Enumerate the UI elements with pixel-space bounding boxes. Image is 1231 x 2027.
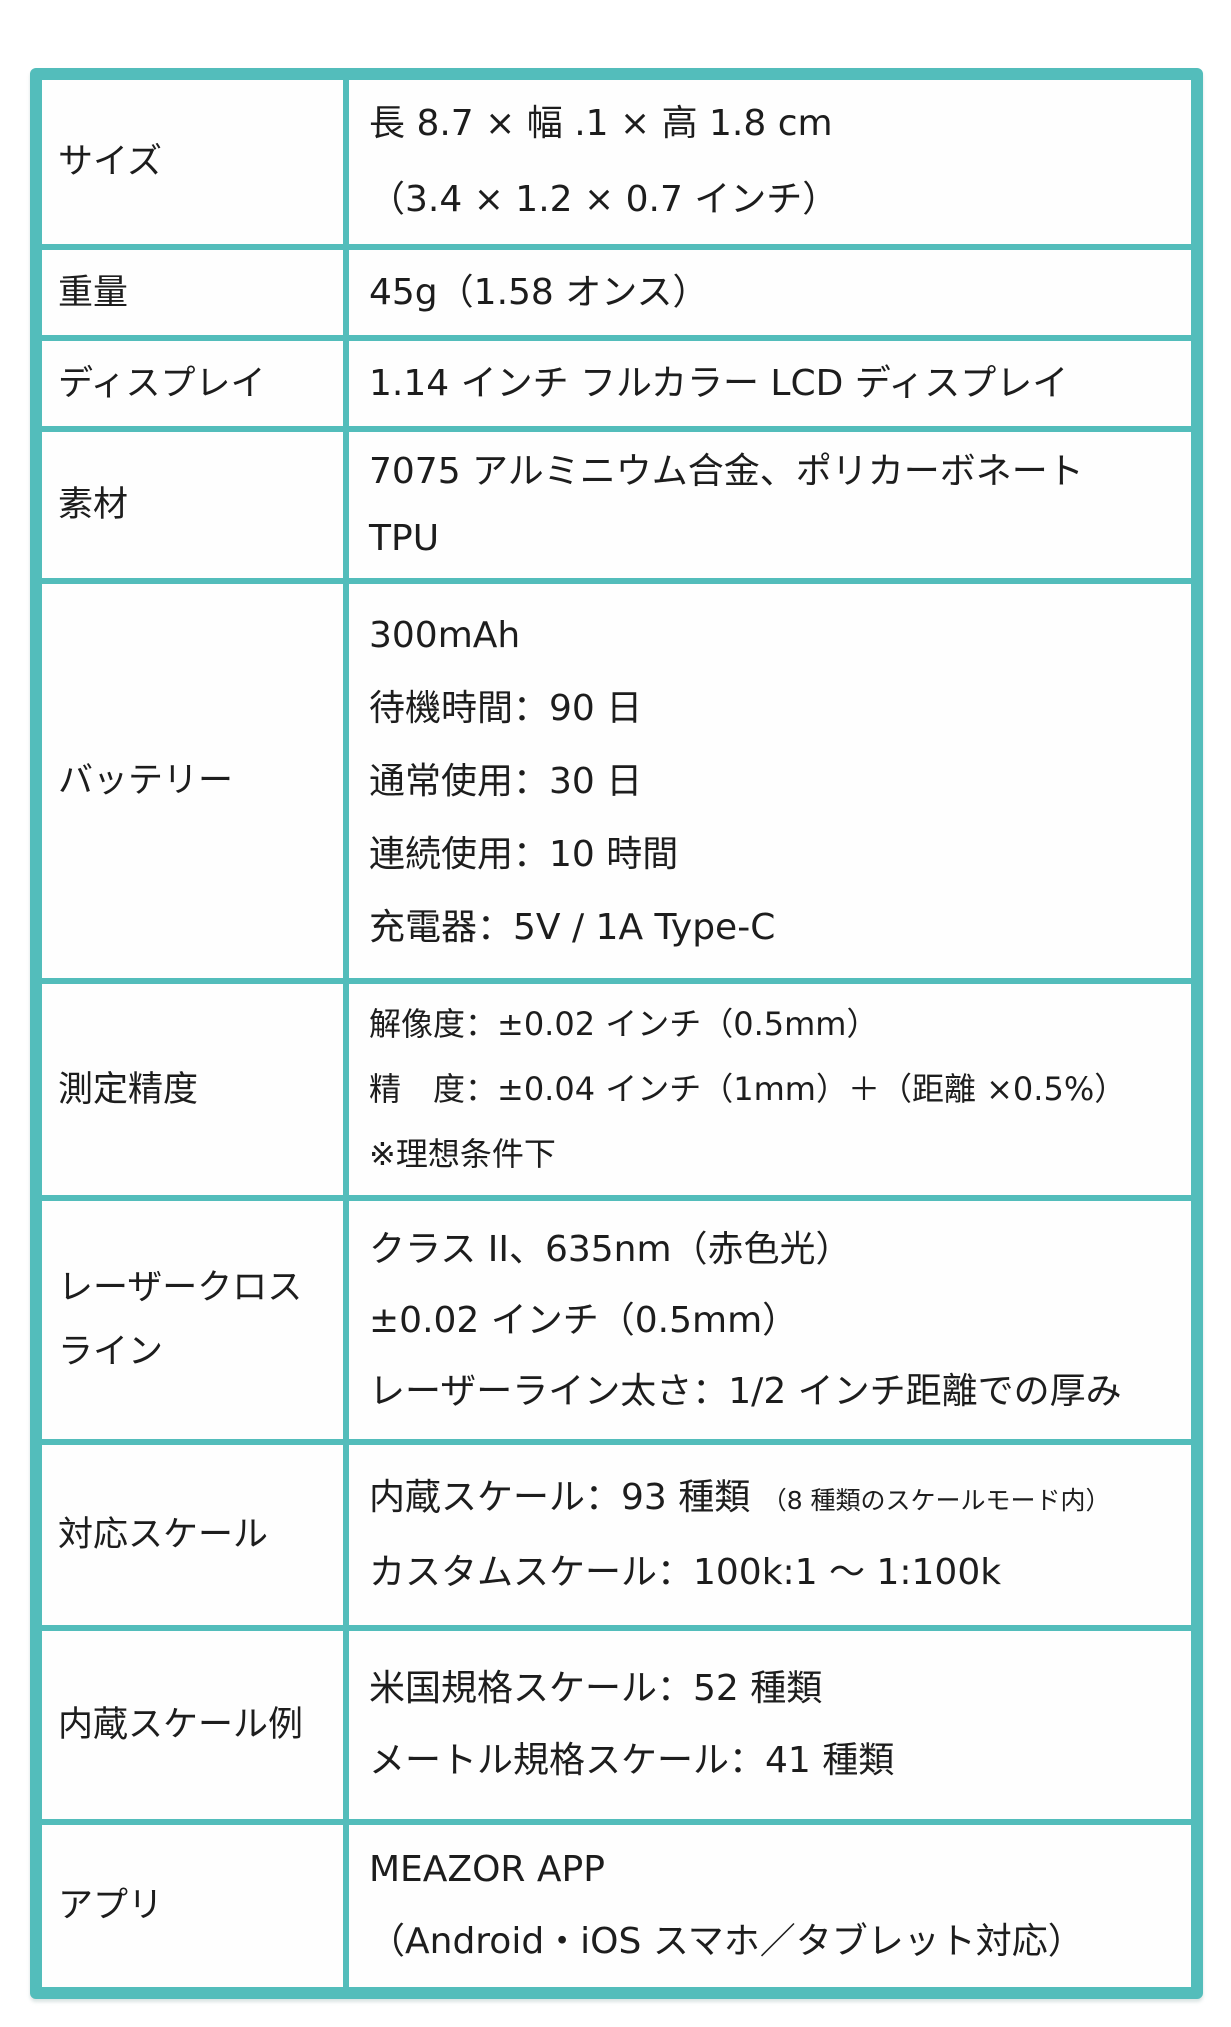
spec-row-laser-crossline: レーザークロス ライン クラス II、635nm（赤色光） ±0.02 インチ（…: [39, 1198, 1194, 1442]
row-value: 7075 アルミニウム合金、ポリカーボネート TPU: [346, 429, 1194, 581]
value-line: （3.4 × 1.2 × 0.7 インチ）: [369, 179, 839, 220]
value-line: 通常使用：30 日: [369, 760, 643, 802]
row-label: アプリ: [39, 1822, 346, 1990]
value-line: カスタムスケール：100k:1 〜 1:100k: [369, 1551, 1002, 1593]
value-line: （Android・iOS スマホ／タブレット対応）: [369, 1921, 1084, 1962]
value-line: 300mAh: [369, 614, 521, 656]
row-label: バッテリー: [39, 581, 346, 981]
value-line-note: （8 種類のスケールモード内）: [761, 1485, 1111, 1515]
row-value: クラス II、635nm（赤色光） ±0.02 インチ（0.5mm） レーザーラ…: [346, 1198, 1194, 1442]
value-line: クラス II、635nm（赤色光）: [369, 1228, 852, 1270]
row-value: 米国規格スケール：52 種類 メートル規格スケール：41 種類: [346, 1628, 1194, 1822]
value-line: 米国規格スケール：52 種類: [369, 1668, 823, 1709]
row-value: MEAZOR APP （Android・iOS スマホ／タブレット対応）: [346, 1822, 1194, 1990]
value-line-main: 内蔵スケール：93 種類: [369, 1476, 762, 1518]
row-value: 45g（1.58 オンス）: [346, 247, 1194, 338]
value-line: 1.14 インチ フルカラー LCD ディスプレイ: [369, 363, 1069, 404]
spec-row-weight: 重量 45g（1.58 オンス）: [39, 247, 1194, 338]
value-line: レーザーライン太さ：1/2 インチ距離での厚み: [369, 1370, 1122, 1412]
value-line: 解像度：±0.02 インチ（0.5mm）: [369, 1005, 879, 1043]
value-line: TPU: [369, 518, 440, 559]
row-label: 素材: [39, 429, 346, 581]
row-value: 内蔵スケール：93 種類 （8 種類のスケールモード内） カスタムスケール：10…: [346, 1442, 1194, 1628]
row-value: 300mAh 待機時間：90 日 通常使用：30 日 連続使用：10 時間 充電…: [346, 581, 1194, 981]
row-label: 内蔵スケール例: [39, 1628, 346, 1822]
row-label: サイズ: [39, 77, 346, 247]
spec-row-size: サイズ 長 8.7 × 幅 .1 × 高 1.8 cm （3.4 × 1.2 ×…: [39, 77, 1194, 247]
value-line: 精 度：±0.04 インチ（1mm）＋（距離 ×0.5%）: [369, 1070, 1127, 1108]
row-value: 解像度：±0.02 インチ（0.5mm） 精 度：±0.04 インチ（1mm）＋…: [346, 981, 1194, 1198]
value-line: メートル規格スケール：41 種類: [369, 1740, 895, 1781]
row-value: 1.14 インチ フルカラー LCD ディスプレイ: [346, 338, 1194, 429]
row-value: 長 8.7 × 幅 .1 × 高 1.8 cm （3.4 × 1.2 × 0.7…: [346, 77, 1194, 247]
spec-row-battery: バッテリー 300mAh 待機時間：90 日 通常使用：30 日 連続使用：10…: [39, 581, 1194, 981]
value-line: 待機時間：90 日: [369, 687, 643, 729]
value-line: 内蔵スケール：93 種類 （8 種類のスケールモード内）: [369, 1462, 1183, 1537]
value-line: ±0.02 インチ（0.5mm）: [369, 1299, 799, 1341]
spec-table: サイズ 長 8.7 × 幅 .1 × 高 1.8 cm （3.4 × 1.2 ×…: [30, 68, 1203, 1999]
row-label: 対応スケール: [39, 1442, 346, 1628]
row-label: 重量: [39, 247, 346, 338]
value-line: MEAZOR APP: [369, 1849, 605, 1890]
value-line: 7075 アルミニウム合金、ポリカーボネート: [369, 451, 1084, 492]
value-line: 45g（1.58 オンス）: [369, 272, 709, 313]
spec-row-builtin-scales: 内蔵スケール例 米国規格スケール：52 種類 メートル規格スケール：41 種類: [39, 1628, 1194, 1822]
value-line: 連続使用：10 時間: [369, 833, 679, 875]
row-label: 測定精度: [39, 981, 346, 1198]
row-label: レーザークロス ライン: [39, 1198, 346, 1442]
spec-row-display: ディスプレイ 1.14 インチ フルカラー LCD ディスプレイ: [39, 338, 1194, 429]
value-line: 充電器：5V / 1A Type-C: [369, 906, 776, 948]
spec-row-supported-scales: 対応スケール 内蔵スケール：93 種類 （8 種類のスケールモード内） カスタム…: [39, 1442, 1194, 1628]
value-line: 長 8.7 × 幅 .1 × 高 1.8 cm: [369, 103, 833, 144]
spec-row-app: アプリ MEAZOR APP （Android・iOS スマホ／タブレット対応）: [39, 1822, 1194, 1990]
spec-row-material: 素材 7075 アルミニウム合金、ポリカーボネート TPU: [39, 429, 1194, 581]
row-label: ディスプレイ: [39, 338, 346, 429]
value-line: ※理想条件下: [369, 1135, 556, 1173]
spec-row-accuracy: 測定精度 解像度：±0.02 インチ（0.5mm） 精 度：±0.04 インチ（…: [39, 981, 1194, 1198]
